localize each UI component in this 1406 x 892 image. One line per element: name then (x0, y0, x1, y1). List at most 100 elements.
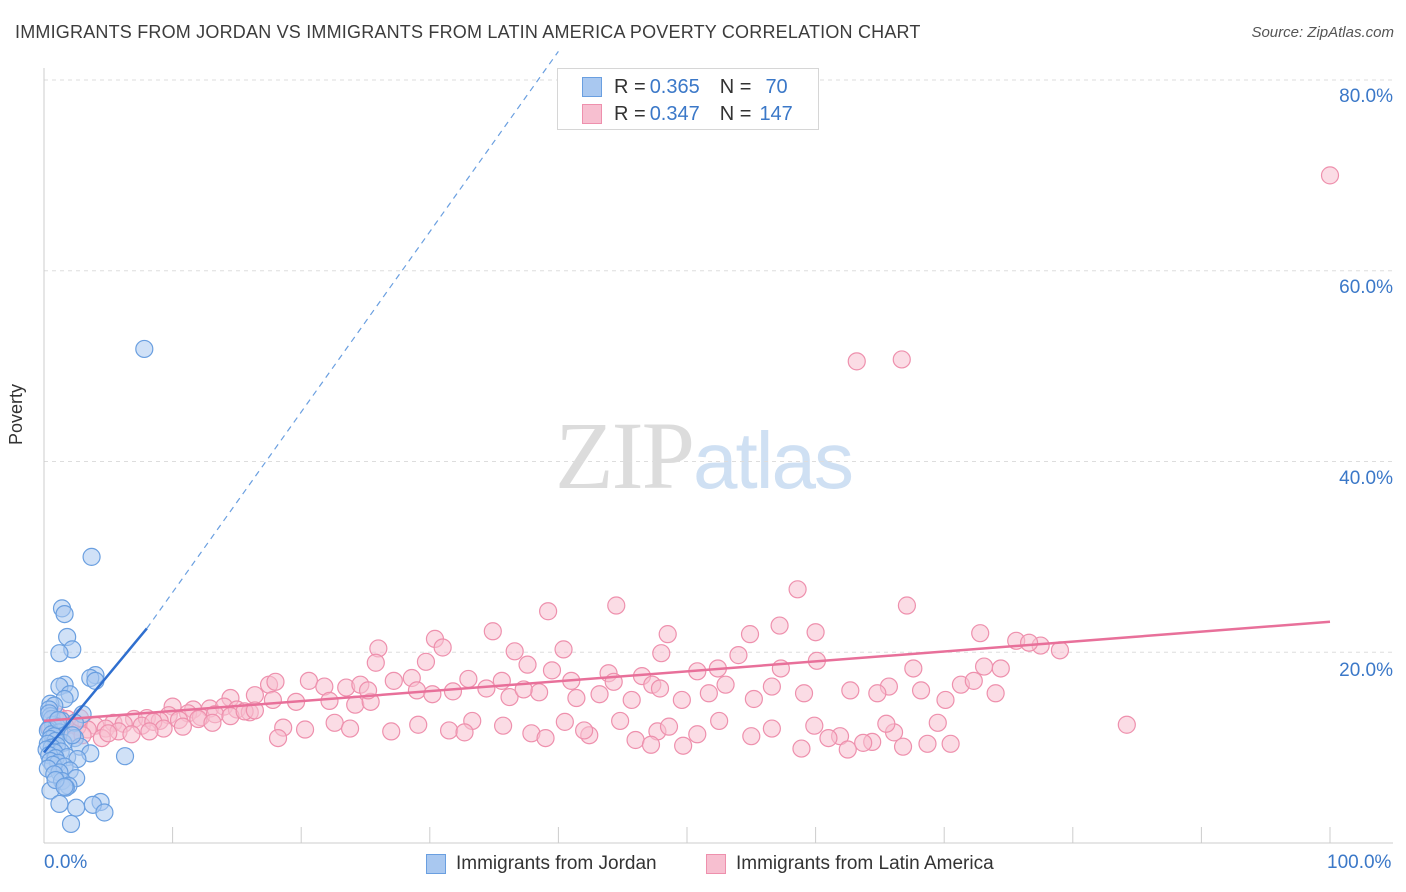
x-tick-label-min: 0.0% (44, 852, 88, 873)
jordan-point-6 (50, 644, 69, 663)
y-tick-label-20: 20.0% (1339, 660, 1393, 681)
latin-swatch (582, 104, 602, 124)
latin-point-75 (320, 691, 339, 710)
latin-point-15 (433, 638, 452, 657)
latin-point-64 (650, 679, 670, 698)
latin-point-141 (494, 716, 513, 735)
latin-point-120 (99, 724, 118, 743)
legend-row-jordan: R = 0.365 N = 70 (582, 75, 788, 99)
source-label[interactable]: Source: ZipAtlas.com (1251, 24, 1394, 41)
jordan-point-69 (63, 726, 82, 745)
latin-point-166 (792, 739, 811, 758)
latin-point-21 (904, 659, 923, 678)
latin-point-22 (366, 653, 385, 672)
latin-point-158 (877, 714, 896, 733)
latin-point-95 (203, 713, 222, 732)
x-tick-label-max: 100.0% (1327, 852, 1392, 873)
latin-point-129 (762, 719, 781, 738)
latin-point-155 (819, 728, 838, 748)
latin-point-135 (941, 734, 960, 753)
latin-point-105 (122, 725, 141, 744)
y-axis-title: Poverty (6, 383, 26, 445)
latin-point-9 (740, 625, 760, 644)
latin-point-12 (971, 624, 990, 643)
latin-point-43 (841, 681, 860, 700)
latin-point-36 (459, 669, 478, 689)
latin-point-60 (530, 683, 549, 702)
jordan-n-label: N = (719, 75, 752, 98)
latin-point-134 (918, 734, 937, 753)
latin-point-143 (439, 721, 459, 740)
latin-point-41 (716, 675, 735, 694)
latin-point-146 (325, 713, 344, 732)
latin-point-121 (140, 722, 159, 741)
latin-point-2 (892, 350, 911, 369)
latin-point-56 (407, 681, 427, 700)
latin-point-57 (443, 682, 463, 701)
latin-point-68 (794, 684, 814, 703)
latin-point-126 (611, 711, 630, 731)
latin-point-165 (674, 736, 693, 755)
legend-item-jordan[interactable]: Immigrants from Jordan (426, 852, 657, 876)
watermark-zip: ZIP (555, 402, 695, 509)
jordan-point-0 (135, 339, 154, 359)
latin-point-7 (483, 622, 502, 641)
latin-point-124 (423, 685, 442, 704)
jordan-trend-line (43, 627, 148, 754)
legend-item-latin[interactable]: Immigrants from Latin America (706, 852, 994, 876)
latin-point-20 (729, 646, 748, 665)
latin-point-17 (505, 642, 524, 661)
latin-point-55 (384, 671, 403, 690)
watermark: ZIPatlas (555, 400, 854, 511)
latin-point-147 (295, 720, 315, 739)
latin-point-70 (936, 690, 955, 710)
latin-point-145 (382, 722, 401, 741)
latin-point-76 (346, 695, 365, 714)
jordan-point-66 (55, 777, 74, 796)
jordan-point-1 (82, 547, 101, 566)
y-tick-label-60: 60.0% (1339, 277, 1393, 298)
latin-point-63 (622, 690, 641, 710)
latin-point-8 (658, 625, 677, 644)
latin-point-151 (455, 723, 474, 742)
latin-point-162 (1117, 715, 1136, 734)
latin-point-18 (554, 640, 573, 659)
jordan-point-63 (50, 794, 69, 813)
latin-point-156 (838, 740, 857, 759)
latin-point-159 (928, 713, 947, 732)
latin-point-163 (641, 735, 661, 754)
latin-point-47 (964, 671, 983, 690)
latin-point-144 (409, 715, 428, 734)
latin-point-42 (762, 677, 781, 696)
latin-r-value: 0.347 (649, 102, 700, 125)
latin-trend-line (43, 620, 1331, 723)
latin-n-value: 147 (759, 102, 793, 125)
jordan-point-64 (61, 814, 81, 834)
legend-row-latin: R = 0.347 N = 147 (582, 102, 793, 126)
jordan-point-45 (115, 747, 135, 766)
latin-point-0 (1320, 166, 1340, 185)
legend-latin-swatch (706, 854, 726, 874)
latin-point-59 (500, 687, 519, 707)
latin-point-65 (672, 690, 691, 710)
latin-point-62 (590, 685, 609, 704)
latin-point-4 (897, 596, 917, 615)
latin-point-73 (263, 690, 283, 710)
jordan-n-value: 70 (765, 75, 788, 98)
correlation-legend: R = 0.365 N = 70 R = 0.347 N = 147 (557, 68, 819, 130)
latin-point-51 (299, 671, 319, 690)
latin-point-10 (770, 616, 789, 635)
latin-point-122 (173, 717, 192, 736)
y-tick-label-40: 40.0% (1339, 468, 1393, 489)
jordan-r-label: R = (614, 75, 646, 98)
jordan-point-62 (95, 803, 114, 822)
jordan-point-9 (86, 671, 105, 690)
latin-point-150 (340, 719, 360, 738)
y-tick-label-80: 80.0% (1339, 86, 1393, 107)
latin-point-160 (1019, 633, 1039, 652)
latin-point-19 (652, 644, 671, 663)
latin-point-11 (806, 623, 825, 642)
latin-point-154 (742, 727, 761, 746)
latin-point-25 (542, 661, 562, 680)
latin-point-164 (575, 721, 594, 740)
